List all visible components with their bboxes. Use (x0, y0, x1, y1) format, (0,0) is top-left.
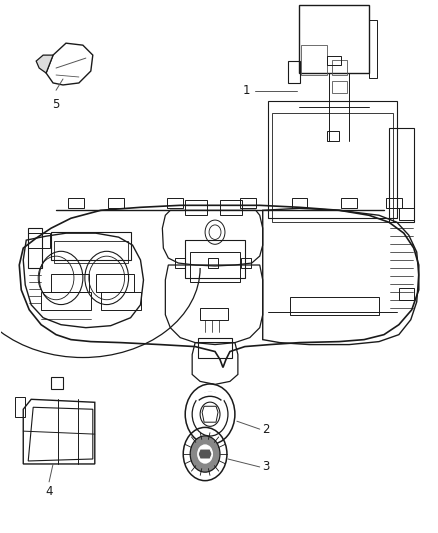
Bar (241, 258, 251, 268)
Text: 3: 3 (262, 461, 269, 473)
Bar (54, 241, 127, 263)
Bar (198, 337, 232, 358)
Bar (399, 208, 414, 220)
Bar (369, 20, 377, 78)
Text: 5: 5 (53, 98, 60, 111)
Bar (288, 61, 300, 83)
Circle shape (197, 445, 213, 464)
Text: 2: 2 (262, 423, 269, 435)
Polygon shape (36, 55, 53, 73)
Bar (68, 198, 84, 208)
Bar (185, 200, 207, 215)
Bar (15, 397, 25, 417)
Bar (220, 200, 242, 215)
Bar (389, 128, 414, 222)
Bar (332, 81, 347, 93)
Bar (200, 308, 228, 320)
Bar (290, 297, 379, 315)
Bar (108, 198, 124, 208)
Bar (327, 56, 341, 65)
Bar (28, 233, 50, 248)
Bar (28, 228, 42, 268)
Text: 4: 4 (46, 484, 53, 497)
Bar (167, 198, 183, 208)
Bar (51, 232, 131, 260)
Bar (386, 198, 402, 208)
Text: 1: 1 (243, 84, 251, 98)
Bar (240, 198, 256, 208)
Bar (208, 258, 218, 268)
Bar (301, 45, 327, 75)
Bar (51, 377, 63, 389)
Bar (327, 131, 339, 141)
Circle shape (190, 436, 220, 472)
Polygon shape (198, 449, 212, 459)
Bar (175, 258, 185, 268)
Bar (399, 288, 414, 300)
Bar (190, 252, 240, 282)
Bar (185, 240, 245, 278)
Bar (272, 113, 393, 222)
Bar (51, 274, 89, 292)
Bar (300, 5, 369, 73)
Bar (41, 292, 91, 310)
Bar (96, 274, 134, 292)
Bar (332, 60, 347, 75)
Bar (292, 198, 307, 208)
Bar (341, 198, 357, 208)
Bar (101, 292, 141, 310)
Bar (268, 101, 397, 218)
